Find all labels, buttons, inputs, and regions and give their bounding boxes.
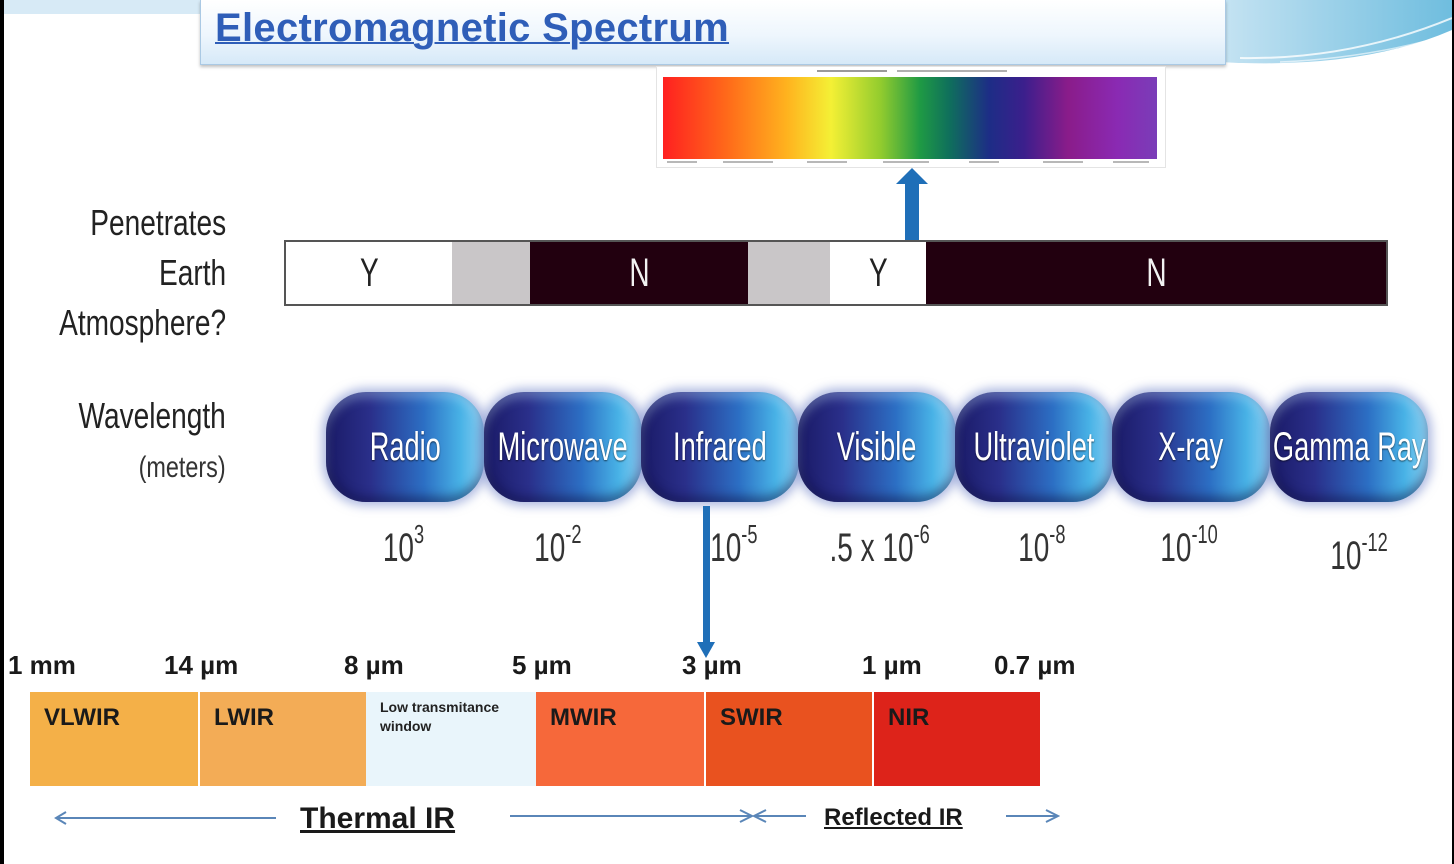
penetrates-line-2: Earth: [158, 252, 226, 293]
spectrum-tick-marks: [667, 161, 1149, 163]
band-label: Microwave: [498, 424, 628, 469]
penetrates-atmosphere-label: Penetrates Earth Atmosphere?: [59, 198, 226, 348]
wavelength-ultraviolet: 10-8: [1018, 519, 1066, 570]
atmosphere-penetration-bar: Y N Y N: [284, 240, 1388, 306]
visible-spectrum-gradient: [663, 77, 1157, 159]
wavelength-radio: 103: [382, 519, 425, 570]
ir-tick-0-7um: 0.7 µm: [994, 650, 1076, 680]
band-label: Gamma Ray: [1272, 424, 1426, 469]
wavelength-infrared: 10-5: [710, 519, 758, 570]
atm-segment-visible-yes: Y: [830, 242, 926, 304]
ir-tick-1mm: 1 mm: [8, 650, 76, 680]
reflected-ir-left-arrow-icon: [752, 809, 806, 823]
wavelength-label: Wavelength: [78, 395, 226, 436]
wavelength-gamma-ray: 10-12: [1330, 527, 1388, 578]
wavelength-visible: .5 x 10-6: [829, 519, 930, 570]
wavelength-x-ray: 10-10: [1160, 519, 1218, 570]
ir-band-swir: SWIR: [704, 692, 872, 786]
reflected-ir-right-arrow-icon: [1006, 809, 1060, 823]
ir-band-nir: NIR: [872, 692, 1040, 786]
ir-tick-3um: 3 µm: [682, 650, 742, 680]
atm-segment-high-energy-no: N: [926, 242, 1386, 304]
band-label: Infrared: [673, 424, 767, 469]
ir-tick-14um: 14 µm: [164, 650, 239, 680]
band-label: Visible: [837, 424, 917, 469]
atm-segment-microwave-no: N: [530, 242, 748, 304]
wavelength-unit-label: (meters): [138, 451, 226, 484]
page-title: Electromagnetic Spectrum: [215, 6, 730, 50]
corner-swoosh-decoration: [1220, 0, 1452, 64]
thermal-ir-label: Thermal IR: [300, 802, 456, 835]
band-label: X-ray: [1158, 424, 1224, 469]
ir-band-label: LWIR: [214, 704, 274, 731]
ir-band-label: VLWIR: [44, 704, 120, 731]
title-banner: Electromagnetic Spectrum: [200, 0, 1226, 65]
band-x-ray: X-ray: [1112, 392, 1270, 502]
thermal-ir-right-arrow-icon: [510, 809, 755, 823]
reflected-ir-label: Reflected IR: [824, 804, 963, 831]
penetrates-line-3: Atmosphere?: [58, 302, 226, 343]
ir-band-vlwir: VLWIR: [30, 692, 198, 786]
band-label: Ultraviolet: [973, 424, 1095, 469]
thermal-ir-left-arrow-icon: [54, 811, 276, 825]
atm-segment-partial-2: [748, 242, 830, 304]
left-accent-strip: [4, 0, 204, 14]
wavelength-microwave: 10-2: [534, 519, 582, 570]
band-infrared: Infrared: [641, 392, 799, 502]
atm-segment-partial-1: [452, 242, 530, 304]
ir-band-mwir: MWIR: [536, 692, 704, 786]
ir-band-low-transmitance-window: Low transmitance window: [366, 692, 536, 786]
ir-band-label: SWIR: [720, 704, 783, 731]
atm-segment-radio-yes: Y: [286, 242, 452, 304]
ir-band-label: Low transmitance window: [380, 699, 500, 734]
visible-spectrum-panel: [656, 66, 1166, 168]
ir-tick-1um: 1 µm: [862, 650, 922, 680]
slide: Electromagnetic Spectrum Penetrates Eart…: [4, 0, 1452, 864]
spectrum-caption-smudge: [817, 70, 1007, 72]
ir-band-label: NIR: [888, 704, 930, 731]
ir-band-label: MWIR: [550, 704, 617, 731]
ir-tick-5um: 5 µm: [512, 650, 572, 680]
band-label: Radio: [369, 424, 441, 469]
arrow-down-icon: [697, 506, 715, 658]
band-microwave: Microwave: [484, 392, 642, 502]
band-gamma-ray: Gamma Ray: [1270, 392, 1428, 502]
band-visible: Visible: [798, 392, 956, 502]
penetrates-line-1: Penetrates: [90, 202, 226, 243]
band-radio: Radio: [326, 392, 484, 502]
band-ultraviolet: Ultraviolet: [955, 392, 1113, 502]
arrow-up-icon: [896, 168, 928, 250]
ir-band-lwir: LWIR: [198, 692, 366, 786]
ir-tick-8um: 8 µm: [344, 650, 404, 680]
